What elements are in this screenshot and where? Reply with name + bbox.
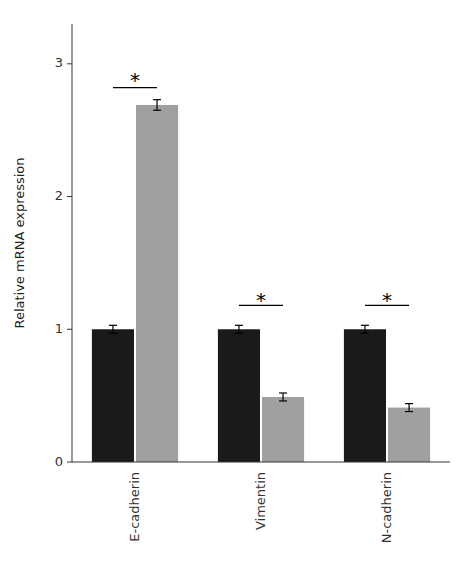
y-tick xyxy=(67,63,72,64)
y-tick-label: 2 xyxy=(55,188,63,203)
chart-container: * * * 0 1 2 3 E-cadherin Vimentin N-cadherin Relat… xyxy=(0,0,468,580)
y-tick-label: 0 xyxy=(55,454,63,469)
significance-star: * xyxy=(256,288,266,312)
bar xyxy=(262,397,304,462)
error-bar-cap xyxy=(109,333,117,334)
significance-star: * xyxy=(130,68,140,92)
error-bar-stem xyxy=(364,325,365,333)
plot-area xyxy=(92,100,430,462)
x-tick-label: E-cadherin xyxy=(127,472,142,542)
bar xyxy=(344,329,386,462)
annotations: * * * xyxy=(113,68,409,312)
error-bar-stem xyxy=(112,325,113,333)
error-bar xyxy=(279,393,287,401)
bar xyxy=(92,329,134,462)
error-bar-stem xyxy=(238,325,239,333)
y-axis-line xyxy=(72,24,73,462)
y-tick-label: 1 xyxy=(55,321,63,336)
error-bar xyxy=(109,325,117,333)
error-bar-cap xyxy=(153,99,161,100)
bar xyxy=(388,408,430,462)
chart-svg: * * * 0 1 2 3 E-cadherin Vimentin N-cadherin Relat… xyxy=(0,0,468,580)
error-bar-cap xyxy=(153,110,161,111)
error-bar-cap xyxy=(361,333,369,334)
y-axis-label: Relative mRNA expression xyxy=(12,157,27,328)
error-bar-cap xyxy=(279,392,287,393)
significance-star: * xyxy=(382,288,392,312)
x-axis-line xyxy=(72,462,450,463)
x-tick-label: Vimentin xyxy=(253,472,268,530)
y-tick xyxy=(67,329,72,330)
error-bar xyxy=(235,325,243,333)
error-bar-cap xyxy=(279,400,287,401)
error-bar-cap xyxy=(361,325,369,326)
error-bars xyxy=(153,100,413,412)
error-bar-stem xyxy=(408,404,409,412)
error-bars xyxy=(109,325,369,333)
error-bar-cap xyxy=(405,403,413,404)
bar xyxy=(136,105,178,462)
error-bar-stem xyxy=(282,393,283,401)
series xyxy=(136,105,430,462)
y-tick xyxy=(67,462,72,463)
error-bar xyxy=(361,325,369,333)
axes: 0 1 2 3 E-cadherin Vimentin N-cadherin Relative… xyxy=(12,24,451,543)
x-tick-label: N-cadherin xyxy=(379,472,394,543)
error-bar-cap xyxy=(405,411,413,412)
error-bar-stem xyxy=(156,100,157,111)
y-tick xyxy=(67,196,72,197)
error-bar xyxy=(405,404,413,412)
error-bar-cap xyxy=(235,325,243,326)
y-tick-label: 3 xyxy=(55,55,63,70)
error-bar-cap xyxy=(109,325,117,326)
error-bar xyxy=(153,100,161,111)
bar xyxy=(218,329,260,462)
error-bar-cap xyxy=(235,333,243,334)
